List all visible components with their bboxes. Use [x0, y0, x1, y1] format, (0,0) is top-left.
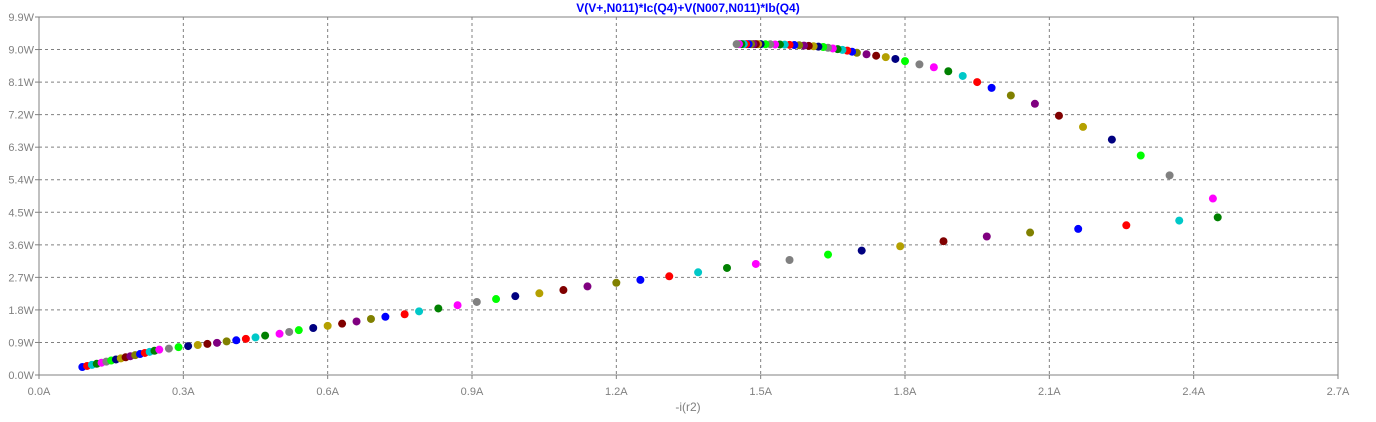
y-tick-label: 6.3W: [8, 142, 34, 154]
y-tick-label: 1.8W: [8, 305, 34, 317]
data-point: [1122, 221, 1131, 230]
data-point: [732, 40, 741, 49]
y-tick-label: 9.0W: [8, 45, 34, 57]
data-point: [824, 250, 833, 259]
data-point: [636, 275, 645, 284]
data-points: [78, 40, 1222, 372]
data-point: [285, 327, 294, 336]
data-point: [665, 272, 674, 281]
data-point: [203, 339, 212, 348]
x-tick-label: 2.7A: [1327, 386, 1350, 398]
data-point: [232, 336, 241, 345]
data-point: [891, 54, 900, 63]
data-point: [338, 319, 347, 328]
data-point: [294, 326, 303, 335]
data-point: [1175, 216, 1184, 225]
data-point: [251, 333, 260, 342]
data-point: [366, 314, 375, 323]
x-tick-label: 1.8A: [894, 386, 917, 398]
x-tick-label: 0.3A: [172, 386, 195, 398]
data-point: [929, 63, 938, 72]
x-tick-label: 0.9A: [461, 386, 484, 398]
y-tick-label: 0.9W: [8, 337, 34, 349]
data-point: [492, 295, 501, 304]
x-tick-label: 1.5A: [749, 386, 772, 398]
x-tick-label: 0.0A: [28, 386, 51, 398]
data-point: [751, 259, 760, 268]
chart-title: V(V+,N011)*Ic(Q4)+V(N007,N011)*Ib(Q4): [576, 1, 799, 15]
x-tick-label: 0.6A: [316, 386, 339, 398]
data-point: [901, 57, 909, 66]
data-point: [982, 232, 991, 241]
data-point: [453, 301, 462, 310]
data-point: [222, 337, 231, 346]
data-point: [872, 51, 881, 60]
x-tick-label: 2.4A: [1182, 386, 1205, 398]
data-point: [973, 78, 982, 87]
data-point: [415, 307, 424, 316]
data-point: [511, 292, 520, 301]
data-point: [722, 263, 731, 272]
data-point: [193, 340, 202, 349]
data-point: [184, 342, 193, 351]
x-axis: 0.0A 0.3A 0.6A 0.9A 1.2A 1.5A 1.8A 2.1A 2.4A 2.7A: [28, 375, 1350, 398]
y-tick-label: 8.1W: [8, 77, 34, 89]
data-point: [309, 323, 318, 332]
data-point: [881, 53, 890, 62]
y-tick-label: 9.9W: [8, 12, 34, 24]
data-point: [241, 334, 250, 343]
data-point: [1054, 111, 1063, 120]
data-point: [400, 310, 409, 319]
data-point: [275, 329, 284, 338]
data-point: [939, 237, 948, 246]
y-tick-label: 7.2W: [8, 110, 34, 122]
x-axis-label: -i(r2): [675, 400, 700, 414]
data-point: [352, 317, 361, 326]
data-point: [1165, 171, 1174, 180]
data-point: [785, 256, 794, 265]
data-point: [1208, 194, 1217, 203]
data-point: [1107, 135, 1116, 144]
data-point: [1026, 228, 1035, 237]
data-point: [261, 331, 270, 340]
data-point: [174, 343, 183, 352]
data-point: [987, 83, 996, 92]
data-point: [896, 242, 905, 251]
grid-lines: [39, 17, 1338, 375]
y-tick-label: 5.4W: [8, 175, 34, 187]
data-point: [164, 344, 173, 353]
plot-frame: [38, 16, 1339, 376]
data-point: [1079, 122, 1088, 131]
x-tick-label: 2.1A: [1038, 386, 1061, 398]
data-point: [381, 312, 390, 321]
data-point: [213, 338, 222, 347]
data-point: [1006, 91, 1015, 100]
data-point: [958, 71, 967, 80]
data-point: [323, 321, 332, 330]
data-point: [434, 304, 443, 313]
data-point: [583, 282, 592, 291]
y-tick-label: 4.5W: [8, 207, 34, 219]
data-point: [472, 297, 481, 306]
data-point: [612, 278, 621, 287]
data-point: [1136, 151, 1145, 160]
y-axis: 0.0W 0.9W 1.8W 2.7W 3.6W 4.5W 5.4W 6.3W 7.2W 8.1W…: [8, 12, 39, 382]
data-point: [535, 289, 544, 298]
y-tick-label: 2.7W: [8, 272, 34, 284]
data-point: [1030, 99, 1039, 108]
data-point: [155, 345, 164, 354]
x-tick-label: 1.2A: [605, 386, 628, 398]
data-point: [862, 50, 871, 59]
data-point: [559, 286, 568, 295]
data-point: [694, 268, 703, 277]
data-point: [857, 246, 866, 255]
y-tick-label: 0.0W: [8, 370, 34, 382]
data-point: [1074, 224, 1083, 233]
data-point: [944, 67, 953, 76]
y-tick-label: 3.6W: [8, 240, 34, 252]
data-point: [1213, 213, 1222, 222]
data-point: [915, 60, 924, 69]
